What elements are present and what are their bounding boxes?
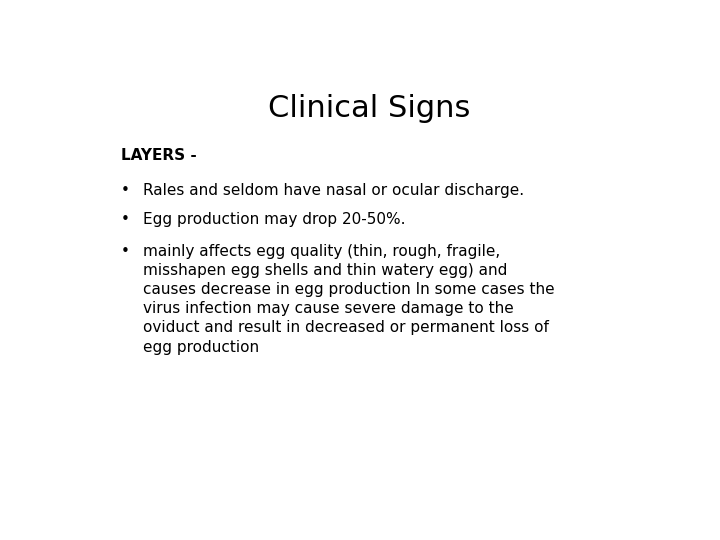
Text: LAYERS -: LAYERS - [121,148,197,163]
Text: •: • [121,183,130,198]
Text: •: • [121,244,130,259]
Text: Clinical Signs: Clinical Signs [268,94,470,123]
Text: •: • [121,212,130,227]
Text: Egg production may drop 20-50%.: Egg production may drop 20-50%. [143,212,405,227]
Text: Rales and seldom have nasal or ocular discharge.: Rales and seldom have nasal or ocular di… [143,183,524,198]
Text: mainly affects egg quality (thin, rough, fragile,
misshapen egg shells and thin : mainly affects egg quality (thin, rough,… [143,244,554,355]
